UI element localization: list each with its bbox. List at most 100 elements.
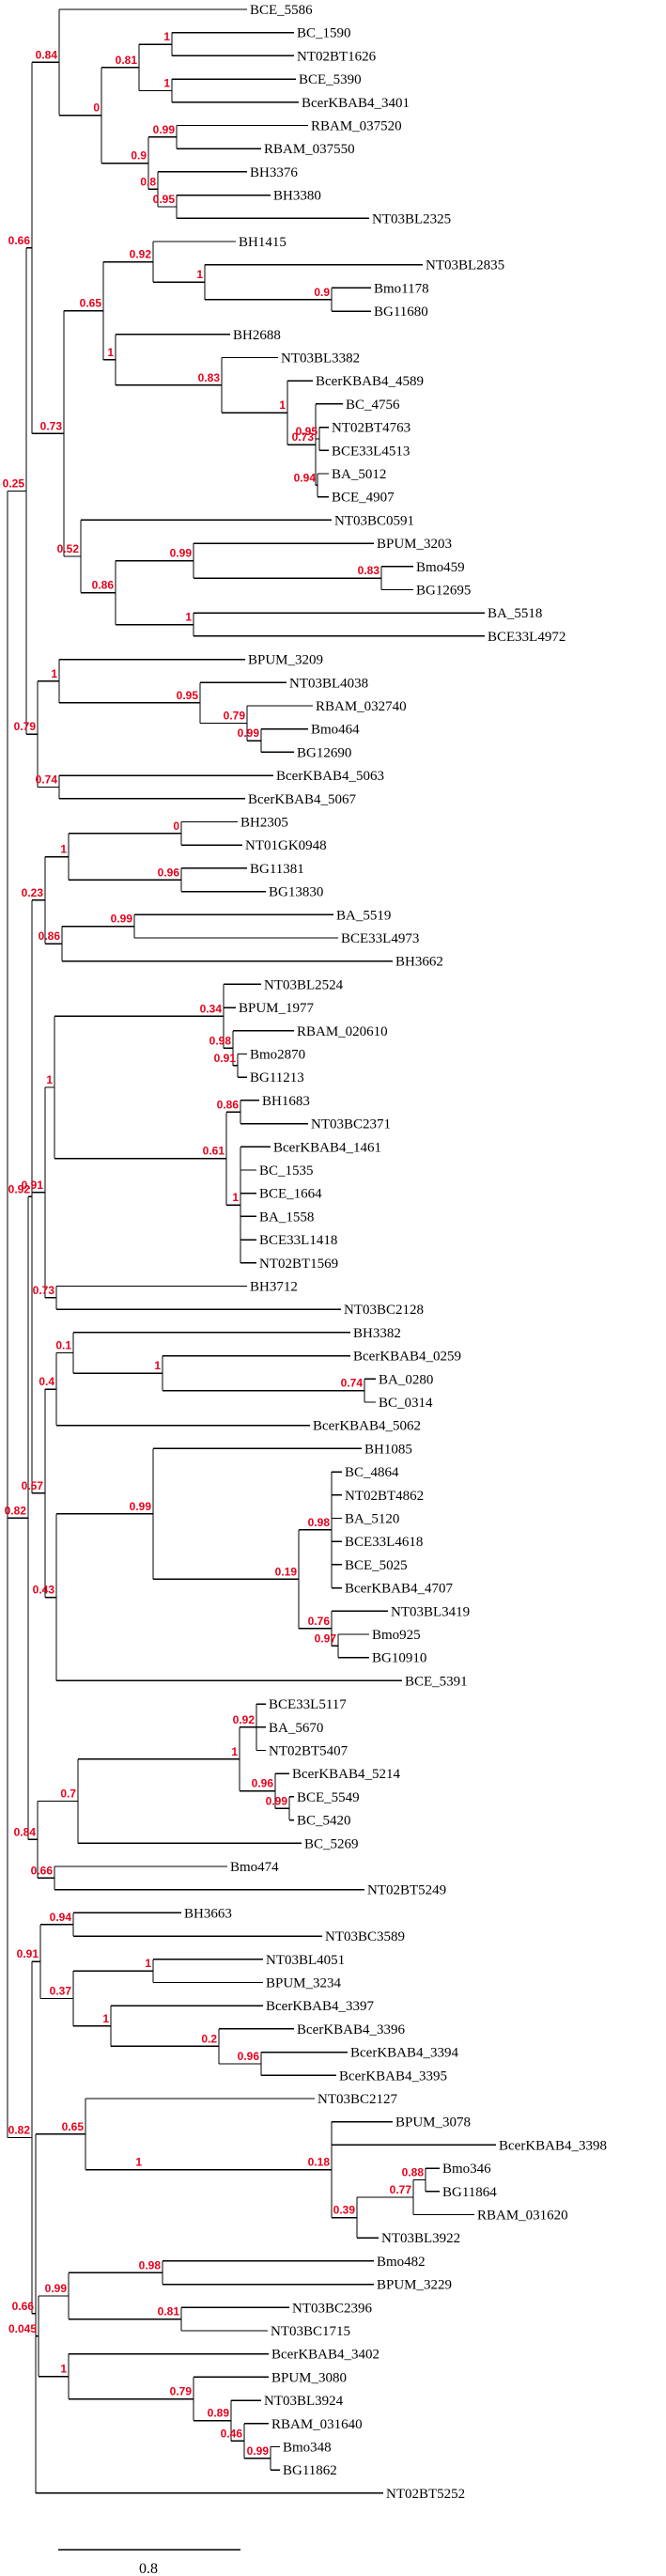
tip-label: Bmo2870	[250, 1048, 305, 1063]
support-value: 1	[46, 1073, 53, 1086]
support-value: 0.79	[170, 2385, 193, 2398]
tip-label: BCE33L4618	[345, 1535, 423, 1550]
support-value: 0.97	[315, 1631, 337, 1645]
tip-label: NT03BL3922	[381, 2231, 460, 2246]
support-value: 0.92	[130, 248, 152, 261]
support-value: 0.39	[333, 2204, 356, 2217]
support-value: 1	[51, 667, 57, 680]
support-value: 0.95	[177, 689, 199, 702]
tip-label: BcerKBAB4_3395	[339, 2069, 447, 2084]
tip-label: Bmo1178	[374, 281, 429, 296]
support-value: 0	[173, 820, 179, 833]
tip-label: BcerKBAB4_5062	[313, 1419, 421, 1434]
tip-label: BPUM_1977	[239, 1001, 315, 1016]
tip-label: BCE33L4513	[332, 444, 410, 459]
tip-label: BPUM_3203	[377, 537, 452, 552]
tip-label: BCE_5390	[299, 72, 362, 87]
tip-label: BCE33L1418	[259, 1233, 337, 1248]
tip-label: BA_1558	[259, 1210, 314, 1225]
support-value: 1	[102, 2012, 109, 2025]
tip-label: BCE_4907	[332, 491, 395, 506]
tip-label: BH1683	[262, 1094, 310, 1109]
tip-label: BG12695	[416, 584, 471, 599]
support-value: 0.66	[8, 234, 31, 247]
support-value: 0.76	[308, 1615, 331, 1628]
tip-label: NT01GK0948	[245, 838, 327, 853]
branch-layer	[7, 8, 496, 2494]
support-value: 0.99	[170, 547, 193, 560]
tip-label: NT02BT1626	[297, 49, 377, 64]
tip-label: NT02BT5249	[367, 1883, 446, 1898]
support-value: 1	[60, 843, 67, 856]
support-value: 0.79	[224, 710, 246, 723]
tip-label: NT03BL3419	[391, 1604, 470, 1619]
tip-label: NT03BC1715	[271, 2324, 350, 2339]
tip-label: BG11864	[442, 2185, 497, 2200]
support-value: 1	[154, 1359, 161, 1372]
tip-label: BC_5420	[297, 1814, 351, 1829]
support-value: 0.96	[238, 2050, 260, 2063]
tip-label: BcerKBAB4_3396	[297, 2022, 405, 2037]
tip-label: BA_0280	[379, 1372, 433, 1387]
support-value: 0.89	[208, 2407, 230, 2420]
tip-label: BG13830	[269, 885, 323, 900]
tip-label: BCE_5025	[345, 1558, 408, 1573]
support-value: 0.96	[252, 1777, 274, 1790]
tip-label: Bmo474	[230, 1860, 279, 1875]
support-value: 0.94	[50, 1911, 72, 1924]
tip-label: Bmo464	[311, 723, 360, 738]
support-value: 0.83	[358, 564, 380, 577]
support-value: 1	[163, 30, 170, 43]
support-value: 0.99	[45, 2282, 68, 2295]
tip-label: NT03BL3924	[264, 2394, 344, 2409]
tip-label: BC_1590	[297, 26, 351, 41]
support-value: 0.7	[60, 1788, 76, 1801]
tip-label: NT03BC2371	[311, 1117, 391, 1132]
support-value: 0.2	[201, 2032, 217, 2045]
tip-label: BH1415	[239, 235, 287, 250]
support-value: 0.52	[57, 542, 80, 555]
support-value: 0.98	[139, 2258, 162, 2272]
support-value: 1	[107, 346, 114, 359]
tip-label: BH3380	[273, 189, 321, 204]
tip-label: NT02BT4862	[345, 1489, 424, 1504]
tip-label: BCE33L4973	[341, 931, 419, 946]
tip-label: NT03BC0591	[334, 513, 414, 528]
support-value: 0.82	[8, 2123, 31, 2136]
tip-label: BA_5519	[336, 908, 391, 923]
tip-label: RBAM_031620	[477, 2209, 568, 2224]
tip-label: BcerKBAB4_5214	[292, 1767, 400, 1782]
tip-label: BA_5670	[269, 1721, 323, 1736]
tip-label: BcerKBAB4_3401	[302, 96, 410, 111]
tip-label: BH3663	[184, 1906, 232, 1921]
tip-label: BCE_5391	[405, 1674, 468, 1689]
support-value: 1	[145, 1957, 151, 1970]
tip-label: BH2688	[233, 328, 281, 343]
support-value: 0.61	[203, 1145, 225, 1158]
scale-bar-label: 0.8	[139, 2561, 158, 2576]
tip-label: BcerKBAB4_4707	[345, 1582, 453, 1597]
tip-label: BPUM_3078	[395, 2115, 471, 2131]
tip-label: BG11680	[374, 304, 428, 320]
tip-label: BH3662	[395, 955, 443, 970]
tip-label: BCE33L5117	[269, 1697, 347, 1712]
support-value: 0.84	[14, 1825, 37, 1838]
support-value: 0.57	[22, 1479, 44, 1492]
tip-label: RBAM_037550	[264, 142, 355, 157]
tip-label: RBAM_037520	[311, 119, 402, 134]
support-value: 0.65	[62, 2120, 85, 2133]
tip-label: BC_5269	[304, 1836, 359, 1851]
tip-label: NT03BL4038	[289, 676, 368, 691]
tip-label: BA_5120	[345, 1512, 399, 1527]
support-value: 1	[279, 398, 286, 412]
support-value: 0.88	[402, 2165, 425, 2178]
tip-label-layer: BCE_5586 BC_1590 NT02BT1626 BCE_5390 BcerKBA…	[184, 3, 607, 2502]
support-value: 1	[163, 76, 170, 89]
tip-label: NT03BL2835	[426, 258, 504, 273]
tip-label: BG11862	[283, 2463, 337, 2478]
tip-label: BG10910	[372, 1651, 426, 1666]
support-value: 0.99	[153, 123, 176, 136]
tip-label: NT03BL3382	[281, 351, 360, 367]
support-value: 0.98	[308, 1516, 331, 1529]
